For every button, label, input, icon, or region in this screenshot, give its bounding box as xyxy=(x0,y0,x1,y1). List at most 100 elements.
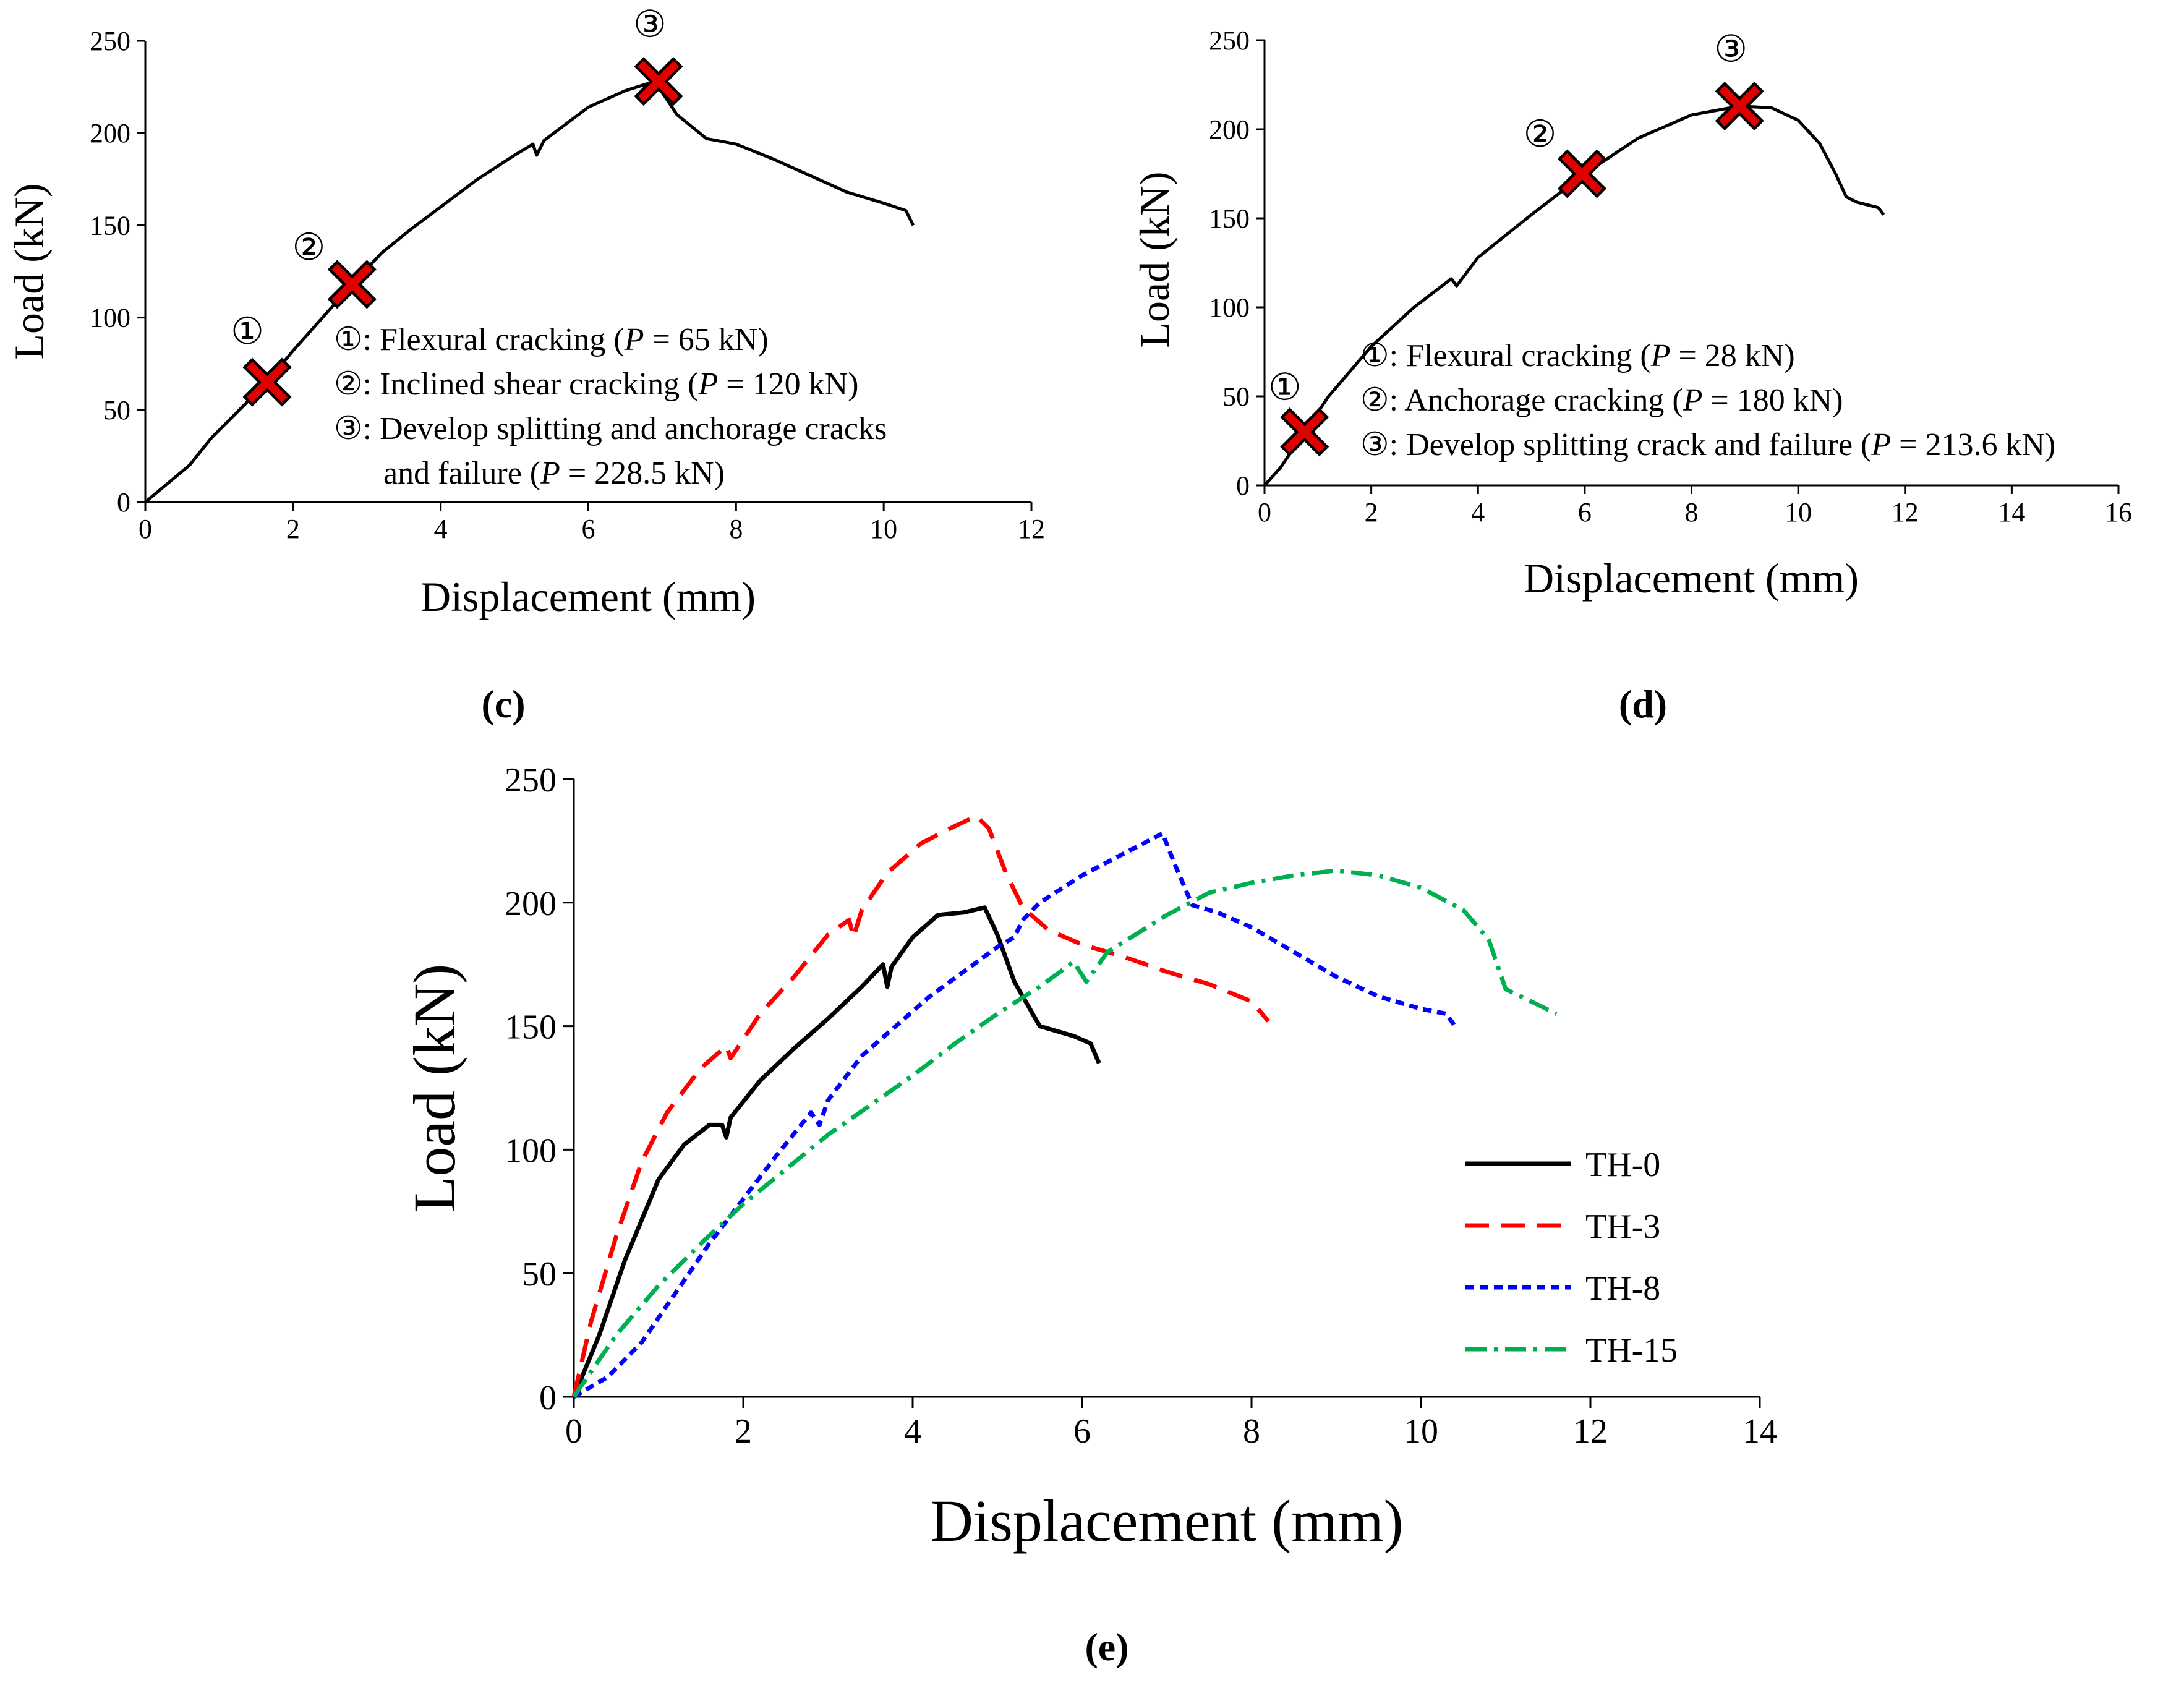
y-tick-label: 0 xyxy=(1236,471,1250,501)
y-tick-label: 200 xyxy=(505,885,557,923)
annotation-italic: P xyxy=(697,367,718,402)
x-tick-label: 2 xyxy=(735,1412,752,1451)
x-tick-label: 6 xyxy=(1578,497,1592,527)
annotation-line: ③: Develop splitting and anchorage crack… xyxy=(334,411,887,446)
series-line-th-3 xyxy=(571,814,1271,1397)
x-tick-label: 2 xyxy=(286,514,300,544)
y-tick-label: 200 xyxy=(1209,114,1250,145)
marker-label: ③ xyxy=(1714,29,1747,70)
annotation-number: ② xyxy=(1360,383,1389,418)
marker-x xyxy=(1561,153,1603,195)
annotation-text: = 65 kN) xyxy=(644,322,768,357)
annotation-line: ①: Flexural cracking (P = 65 kN) xyxy=(334,322,769,357)
y-tick-label: 50 xyxy=(1222,382,1250,412)
x-tick-label: 6 xyxy=(1073,1412,1091,1451)
x-tick-label: 2 xyxy=(1365,497,1378,527)
marker-x xyxy=(1718,85,1760,127)
y-tick-label: 50 xyxy=(522,1255,557,1294)
y-tick-label: 150 xyxy=(90,210,130,241)
marker-label: ① xyxy=(1268,367,1302,408)
x-tick-label: 14 xyxy=(1743,1412,1777,1451)
annotation-text: = 228.5 kN) xyxy=(560,456,725,491)
marker-x xyxy=(246,361,288,403)
annotation-number: ③ xyxy=(1360,427,1389,462)
x-tick-label: 12 xyxy=(1018,514,1045,544)
x-tick-label: 4 xyxy=(434,514,448,544)
annotation-text: : Flexural cracking ( xyxy=(363,322,625,357)
x-tick-label: 0 xyxy=(1258,497,1271,527)
y-tick-label: 200 xyxy=(90,118,130,148)
x-tick-label: 0 xyxy=(139,514,152,544)
marker-label: ③ xyxy=(633,4,667,45)
x-tick-label: 10 xyxy=(870,514,897,544)
annotation-text: : Develop splitting and anchorage cracks xyxy=(363,411,887,446)
legend-label: TH-0 xyxy=(1585,1146,1660,1184)
y-tick-label: 150 xyxy=(1209,203,1250,234)
y-tick-label: 50 xyxy=(103,395,130,425)
y-axis-title: Load (kN) xyxy=(1131,171,1178,347)
marker-label: ② xyxy=(1524,114,1557,155)
x-tick-label: 8 xyxy=(729,514,743,544)
annotation-text: : Inclined shear cracking ( xyxy=(363,367,699,402)
annotation-text: = 213.6 kN) xyxy=(1891,427,2055,462)
y-tick-label: 250 xyxy=(505,761,557,799)
panel-label: (d) xyxy=(1619,682,1667,726)
panel-label: (e) xyxy=(1085,1625,1128,1669)
annotation-text: and failure ( xyxy=(383,456,540,491)
annotation-italic: P xyxy=(540,456,560,491)
y-tick-label: 100 xyxy=(505,1132,557,1170)
x-tick-label: 8 xyxy=(1243,1412,1260,1451)
annotation-italic: P xyxy=(1650,338,1671,373)
x-tick-label: 4 xyxy=(904,1412,921,1451)
x-axis-title: Displacement (mm) xyxy=(930,1488,1403,1554)
chart-panel-e: 0 2 4 6 8 10 12 14 0 50 100 150 200 250 Displacement (… xyxy=(401,761,1777,1669)
x-tick-label: 10 xyxy=(1785,497,1812,527)
x-tick-label: 12 xyxy=(1892,497,1919,527)
x-axis-title: Displacement (mm) xyxy=(420,573,756,620)
y-tick-label: 100 xyxy=(1209,292,1250,323)
annotation-number: ① xyxy=(334,322,363,357)
legend-label: TH-15 xyxy=(1585,1331,1678,1370)
annotation-italic: P xyxy=(1683,383,1703,418)
series-line-th-15 xyxy=(572,868,1558,1398)
y-tick-label: 100 xyxy=(90,303,130,333)
annotation-text: = 28 kN) xyxy=(1670,338,1794,373)
y-tick-label: 0 xyxy=(539,1379,557,1417)
annotation-line: ①: Flexural cracking (P = 28 kN) xyxy=(1360,338,1795,373)
legend-label: TH-8 xyxy=(1585,1269,1660,1308)
marker-label: ① xyxy=(231,311,264,352)
x-tick-label: 0 xyxy=(565,1412,582,1451)
x-tick-label: 16 xyxy=(2105,497,2132,527)
y-tick-label: 250 xyxy=(90,26,130,56)
marker-x xyxy=(638,61,680,102)
series-line-load-displacement xyxy=(1263,104,1885,487)
chart-panel-c: 0 2 4 6 8 10 12 0 50 100 150 200 250 Displacement (mm… xyxy=(6,4,1045,726)
annotation-italic: P xyxy=(624,322,644,357)
legend-label: TH-3 xyxy=(1585,1208,1660,1246)
y-tick-label: 150 xyxy=(505,1008,557,1047)
y-axis-title: Load (kN) xyxy=(6,183,53,359)
annotation-text: : Anchorage cracking ( xyxy=(1389,383,1683,418)
chart-panel-d: 0 2 4 6 8 10 12 14 16 0 50 100 150 200 250 Displacement… xyxy=(1131,25,2132,726)
x-axis-title: Displacement (mm) xyxy=(1524,555,1859,602)
series-line-th-8 xyxy=(573,831,1457,1399)
annotation-text: : Flexural cracking ( xyxy=(1389,338,1651,373)
x-tick-label: 6 xyxy=(582,514,595,544)
panel-label: (c) xyxy=(481,682,525,726)
x-tick-label: 8 xyxy=(1685,497,1699,527)
annotation-line: and failure (P = 228.5 kN) xyxy=(383,456,725,491)
x-tick-label: 10 xyxy=(1404,1412,1438,1451)
annotation-italic: P xyxy=(1870,427,1891,462)
annotation-line: ②: Inclined shear cracking (P = 120 kN) xyxy=(334,367,858,402)
y-tick-label: 250 xyxy=(1209,25,1250,56)
annotation-number: ③ xyxy=(334,411,363,446)
y-axis-title: Load (kN) xyxy=(401,964,467,1213)
annotation-text: : Develop splitting crack and failure ( xyxy=(1389,427,1872,462)
annotation-text: = 120 kN) xyxy=(718,367,858,402)
x-tick-label: 12 xyxy=(1573,1412,1608,1451)
y-tick-label: 0 xyxy=(117,487,130,518)
marker-x xyxy=(331,263,373,305)
marker-label: ② xyxy=(292,227,325,268)
annotation-line: ③: Develop splitting crack and failure (… xyxy=(1360,427,2055,462)
